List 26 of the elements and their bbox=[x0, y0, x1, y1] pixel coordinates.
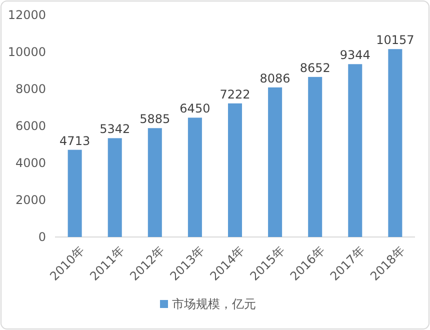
bar bbox=[68, 150, 82, 237]
bar bbox=[108, 138, 122, 237]
data-label: 8652 bbox=[300, 60, 330, 75]
data-label: 5342 bbox=[100, 122, 130, 136]
y-tick-label: 6000 bbox=[15, 119, 46, 133]
y-tick-label: 4000 bbox=[15, 156, 46, 170]
data-label: 7222 bbox=[220, 87, 250, 102]
y-tick-label: 2000 bbox=[15, 193, 46, 207]
data-label: 4713 bbox=[60, 134, 90, 148]
data-label: 9344 bbox=[340, 48, 370, 62]
bar bbox=[268, 87, 282, 237]
data-label: 6450 bbox=[180, 102, 210, 116]
y-tick-label: 12000 bbox=[8, 8, 46, 22]
y-tick-label: 10000 bbox=[8, 45, 46, 59]
y-tick-label: 0 bbox=[38, 230, 46, 244]
bar bbox=[228, 103, 242, 237]
y-tick-label: 8000 bbox=[15, 82, 46, 96]
data-label: 8086 bbox=[260, 71, 290, 86]
bar bbox=[348, 64, 362, 237]
bar bbox=[308, 76, 322, 237]
data-label: 5885 bbox=[140, 112, 170, 126]
bar bbox=[148, 128, 162, 237]
bar bbox=[188, 118, 202, 237]
legend-label: 市场规模，亿元 bbox=[172, 297, 256, 311]
data-label: 10157 bbox=[376, 33, 414, 48]
bar bbox=[388, 49, 402, 237]
